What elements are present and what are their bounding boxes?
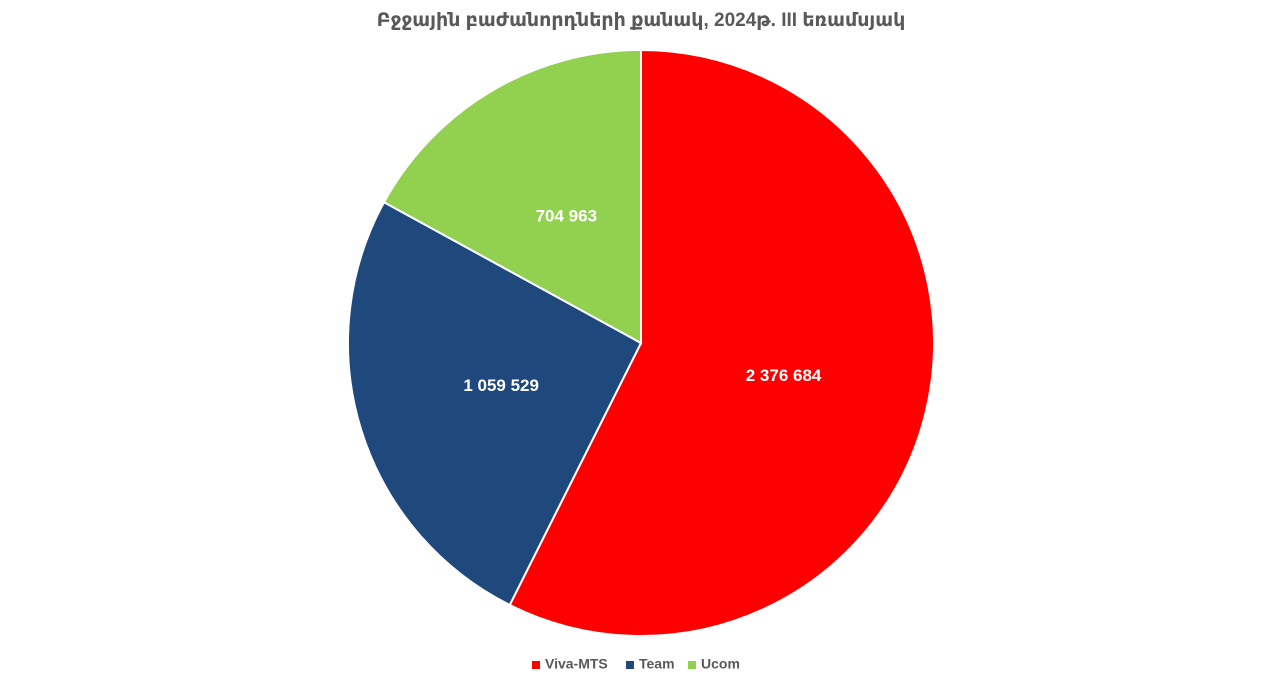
data-label: 1 059 529 — [463, 376, 539, 395]
legend-label: Ucom — [701, 656, 740, 672]
legend-label: Viva-MTS — [545, 656, 608, 672]
data-label: 2 376 684 — [746, 366, 822, 385]
pie-slice — [508, 48, 935, 637]
legend-label: Team — [639, 656, 675, 672]
legend-swatch — [688, 661, 696, 669]
legend: Viva-MTS Team Ucom — [532, 656, 740, 672]
legend-swatch — [532, 661, 540, 669]
chart-title: Բջջային բաժանորդների քանակ, 2024թ. III ե… — [377, 10, 906, 31]
data-label: 704 963 — [536, 206, 597, 225]
pie: 2 376 684 1 059 529 704 963 — [347, 48, 935, 637]
legend-swatch — [626, 661, 634, 669]
pie-slice — [382, 48, 642, 345]
